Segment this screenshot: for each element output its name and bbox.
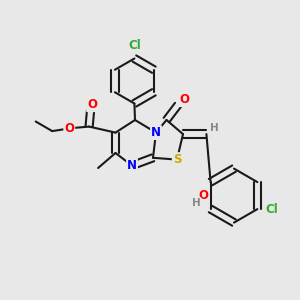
Text: Cl: Cl: [128, 39, 141, 52]
Text: H: H: [192, 198, 201, 208]
Text: O: O: [64, 122, 74, 135]
Text: O: O: [199, 189, 209, 202]
Text: H: H: [210, 123, 219, 133]
Text: S: S: [173, 153, 181, 166]
Text: O: O: [179, 93, 189, 106]
Text: N: N: [151, 126, 161, 139]
Text: O: O: [87, 98, 97, 111]
Text: Cl: Cl: [266, 203, 278, 216]
Text: N: N: [127, 159, 137, 172]
